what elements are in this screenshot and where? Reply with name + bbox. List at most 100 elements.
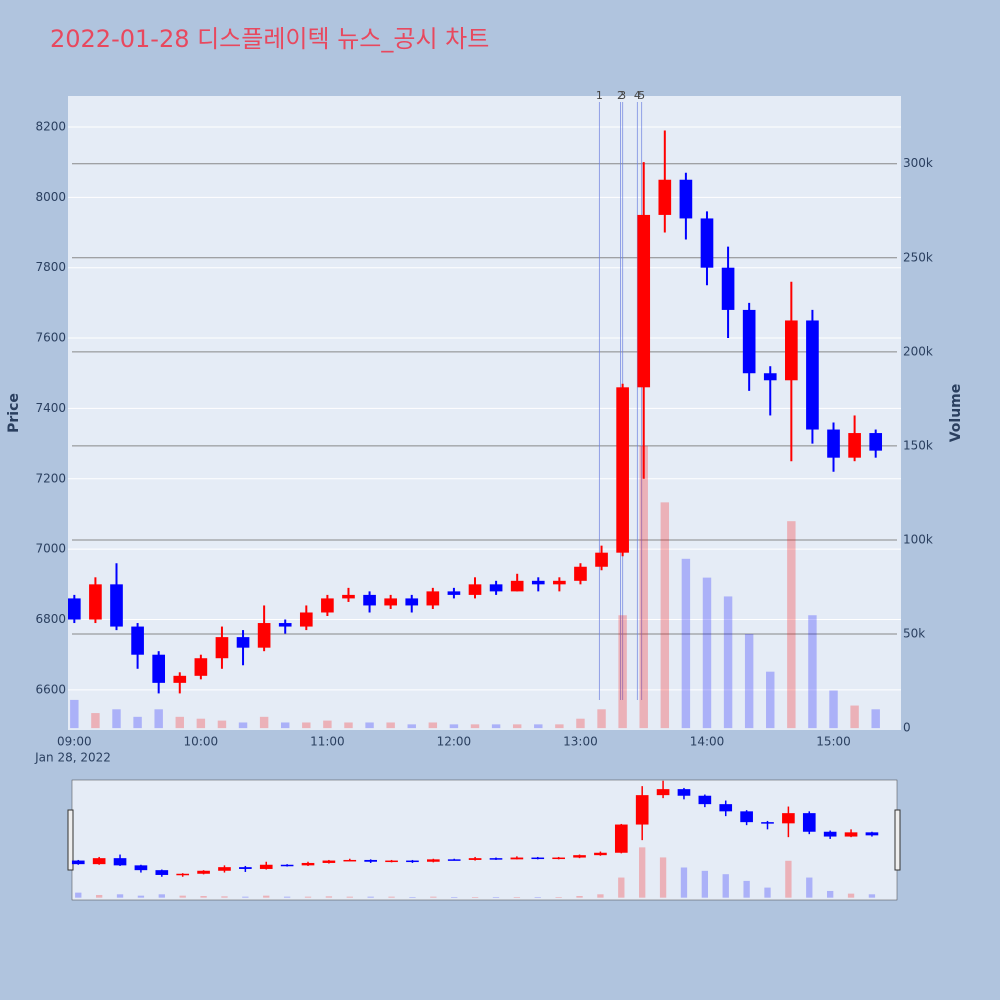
range-handle[interactable] — [894, 809, 901, 871]
candle-body — [405, 598, 419, 606]
volume-bar — [196, 718, 206, 729]
range-slider[interactable] — [71, 779, 898, 901]
volume-bar — [681, 558, 691, 729]
y2-tick-label: 200k — [903, 344, 933, 358]
mini-candle-body — [552, 857, 565, 860]
volume-bar — [702, 577, 712, 729]
mini-volume-bar — [722, 874, 729, 898]
mini-candle-body — [259, 864, 273, 869]
candle-body — [257, 623, 271, 648]
x-tick-label: 10:00 — [184, 735, 219, 749]
mini-volume-bar — [576, 895, 583, 898]
y-tick-label: 6800 — [35, 612, 66, 626]
mini-candle-body — [761, 822, 774, 824]
volume-bar — [428, 722, 438, 729]
candle-body — [595, 552, 608, 567]
volume-bar — [723, 596, 733, 729]
plot-background — [68, 96, 901, 730]
mini-volume-bar — [618, 877, 625, 898]
y-axis-label: Price — [6, 393, 22, 433]
mini-volume-bar — [75, 892, 82, 898]
mini-candle-body — [280, 864, 294, 867]
mini-candle-body — [322, 860, 336, 863]
candle-body — [215, 637, 229, 659]
candle-body — [194, 658, 208, 676]
y2-tick-label: 300k — [903, 156, 933, 170]
mini-volume-bar — [701, 870, 709, 898]
x-tick-label: 14:00 — [690, 735, 725, 749]
mini-volume-bar — [471, 896, 479, 898]
candle-body — [763, 373, 777, 381]
mini-candle-body — [468, 858, 482, 860]
mini-candle-body — [719, 804, 733, 812]
mini-volume-bar — [785, 860, 792, 898]
candle-body — [658, 179, 672, 215]
candle-body — [68, 598, 81, 620]
mini-volume-bar — [847, 893, 855, 898]
volume-bar — [449, 724, 459, 729]
y2-tick-label: 100k — [903, 532, 933, 546]
candle-body — [869, 433, 883, 451]
volume-bar — [766, 671, 775, 729]
y-tick-label: 7600 — [35, 331, 66, 345]
candle-body — [679, 179, 693, 219]
annotation-label: 3 — [619, 89, 626, 102]
annotation-label: 2 — [617, 89, 624, 102]
mini-volume-bar — [221, 896, 228, 898]
candle-body — [742, 309, 756, 374]
y2-axis-label: Volume — [948, 384, 964, 443]
mini-candle-body — [656, 789, 670, 796]
candle-body — [806, 320, 819, 430]
volume-bar — [808, 615, 817, 729]
x-tick-label: 12:00 — [437, 735, 472, 749]
mini-volume-bar — [179, 895, 186, 898]
mini-candle-body — [635, 795, 649, 825]
y2-tick-label: 150k — [903, 438, 933, 452]
mini-volume-bar — [827, 890, 834, 898]
candle-body — [384, 598, 397, 606]
candle-body — [574, 566, 587, 581]
x-tick-label: 09:00 — [57, 735, 92, 749]
annotation-label: 4 — [634, 89, 641, 102]
mini-volume-bar — [743, 880, 750, 898]
volume-bar — [302, 722, 311, 729]
mini-volume-bar — [116, 894, 124, 898]
x-tick-label: 13:00 — [563, 735, 598, 749]
mini-volume-bar — [639, 847, 646, 898]
mini-volume-bar — [200, 895, 207, 898]
candle-body — [468, 584, 482, 595]
y2-tick-label: 250k — [903, 250, 933, 264]
mini-volume-bar — [388, 896, 395, 898]
range-handle[interactable] — [67, 809, 74, 871]
mini-candle-body — [155, 870, 169, 875]
mini-candle-body — [197, 870, 210, 874]
mini-candle-body — [802, 813, 816, 832]
mini-candle-body — [134, 865, 148, 871]
mini-candle-body — [71, 860, 85, 865]
mini-volume-bar — [409, 896, 416, 898]
mini-candle-body — [343, 859, 357, 862]
candle-body — [721, 267, 735, 310]
mini-volume-bar — [346, 896, 353, 898]
mini-volume-bar — [555, 896, 562, 898]
mini-volume-bar — [95, 894, 103, 898]
y-tick-label: 7400 — [35, 401, 66, 415]
mini-volume-bar — [764, 887, 771, 898]
volume-bar — [217, 720, 227, 729]
mini-candle-body — [489, 858, 503, 860]
mini-candle-body — [740, 811, 753, 823]
y-tick-label: 8200 — [35, 119, 66, 133]
mini-candle-body — [614, 824, 628, 853]
y-tick-label: 8000 — [35, 190, 66, 204]
mini-volume-bar — [325, 896, 333, 898]
volume-bar — [555, 724, 564, 729]
mini-candle-body — [782, 813, 795, 824]
candle-body — [110, 584, 123, 627]
mini-candle-body — [385, 860, 398, 863]
volume-bar — [154, 709, 163, 729]
candle-body — [489, 584, 503, 592]
candle-body — [510, 580, 524, 592]
volume-bar — [175, 716, 184, 729]
candle-body — [299, 612, 313, 627]
candle-body — [447, 591, 461, 595]
